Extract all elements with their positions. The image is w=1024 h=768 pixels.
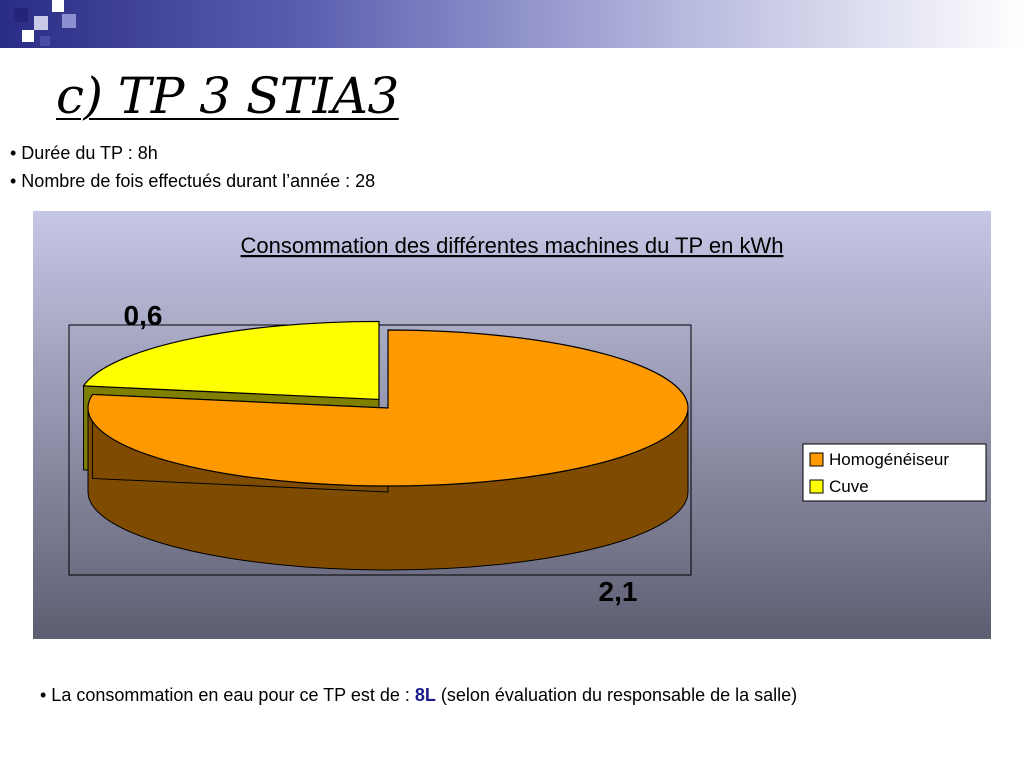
logo-square-2 bbox=[34, 16, 48, 30]
legend-label-cuve: Cuve bbox=[829, 477, 869, 496]
legend-box bbox=[802, 443, 987, 502]
bullet-duration: • Durée du TP : 8h bbox=[10, 143, 158, 163]
water-note-suffix: (selon évaluation du responsable de la s… bbox=[435, 685, 798, 705]
pie-slices bbox=[82, 320, 689, 571]
pie-chart: Consommation des différentes machines du… bbox=[33, 211, 991, 639]
logo-square-5 bbox=[22, 30, 34, 42]
plot-area bbox=[68, 324, 692, 576]
logo-square-6 bbox=[40, 36, 50, 46]
legend-label-homogeneiseur: Homogénéiseur bbox=[829, 450, 949, 469]
data-label-cuve: 0,6 bbox=[124, 300, 163, 331]
slide-title: c) TP 3 STIA3 bbox=[56, 67, 399, 125]
water-consumption-note: • La consommation en eau pour ce TP est … bbox=[40, 684, 797, 706]
pie-slice-homogeneiseur bbox=[87, 329, 689, 487]
legend-swatch-cuve bbox=[809, 479, 824, 494]
logo-square-1 bbox=[14, 8, 28, 22]
bullet-frequency: • Nombre de fois effectués durant l’anné… bbox=[10, 171, 376, 191]
chart-title: Consommation des différentes machines du… bbox=[241, 233, 784, 258]
header-banner bbox=[0, 0, 1024, 48]
logo-square-3 bbox=[52, 0, 64, 12]
legend-swatch-homogeneiseur bbox=[809, 452, 824, 467]
water-note-value: 8L bbox=[414, 685, 436, 705]
legend: Homogénéiseur Cuve bbox=[802, 443, 987, 502]
water-note-prefix: • La consommation en eau pour ce TP est … bbox=[40, 685, 415, 705]
pie-slice-cuve bbox=[82, 320, 380, 401]
data-label-homogeneiseur: 2,1 bbox=[599, 576, 638, 607]
logo-square-4 bbox=[62, 14, 76, 28]
